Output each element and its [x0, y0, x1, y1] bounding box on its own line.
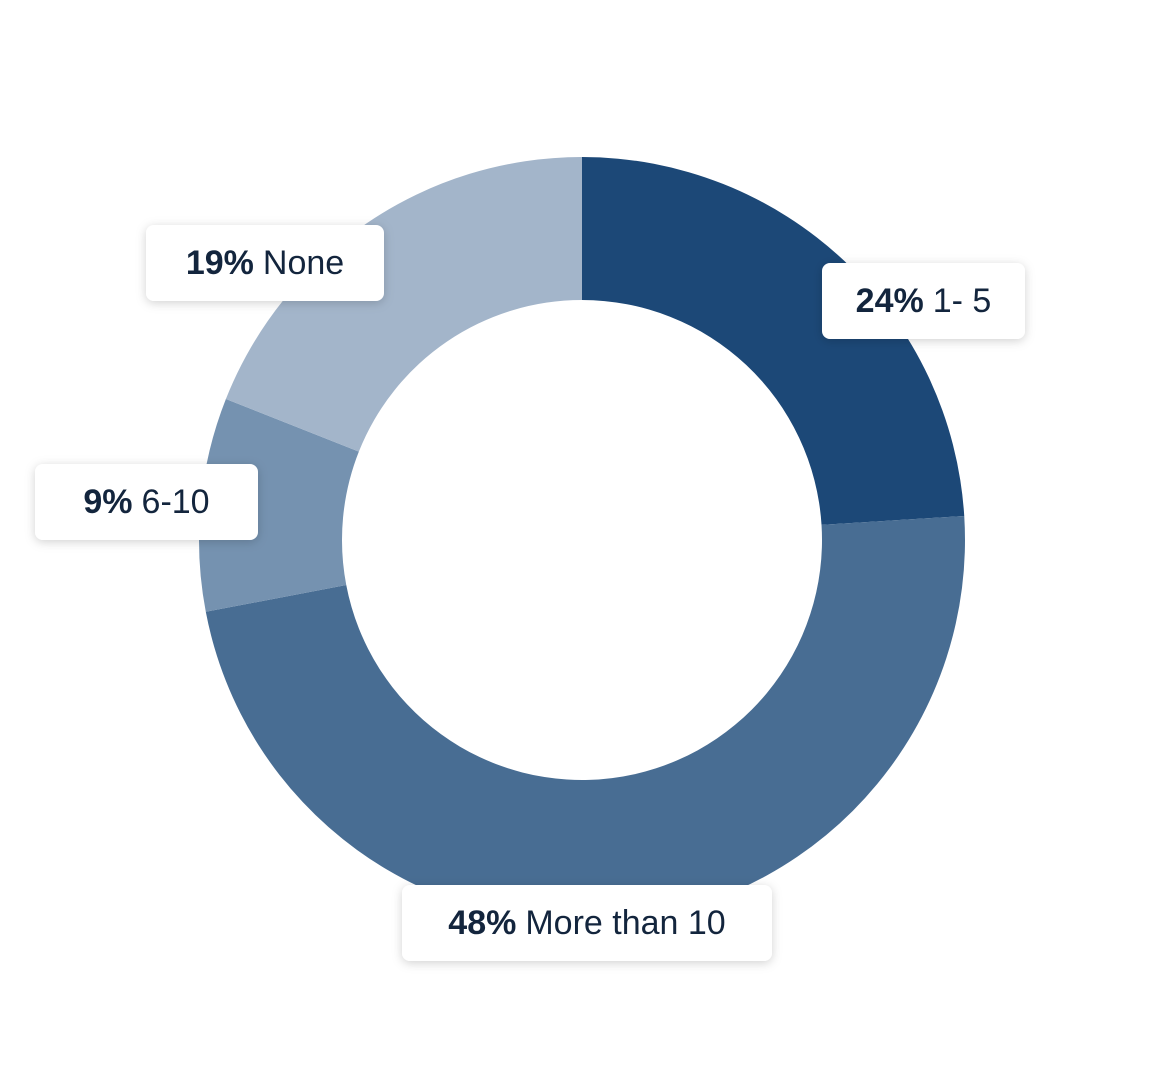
label-box — [146, 225, 384, 301]
slice-label: 24% 1- 5 — [856, 282, 992, 320]
slice — [199, 399, 359, 612]
slice — [225, 156, 582, 452]
slice-label: 48% More than 10 — [448, 904, 725, 942]
label-box — [822, 263, 1025, 339]
slice — [582, 157, 965, 525]
slice — [205, 515, 965, 924]
category-label: 6-10 — [142, 483, 210, 521]
category-label: More than 10 — [525, 904, 725, 942]
label-box — [402, 885, 772, 961]
slice-label: 9% 6-10 — [83, 483, 209, 521]
value-label: 24% — [856, 282, 924, 320]
value-label: 19% — [186, 244, 254, 282]
label-box — [35, 464, 258, 540]
category-label: 1- 5 — [933, 282, 992, 320]
slice-label: 19% None — [186, 244, 344, 282]
value-label: 48% — [448, 904, 516, 942]
category-label: None — [263, 244, 344, 282]
value-label: 9% — [83, 483, 132, 521]
